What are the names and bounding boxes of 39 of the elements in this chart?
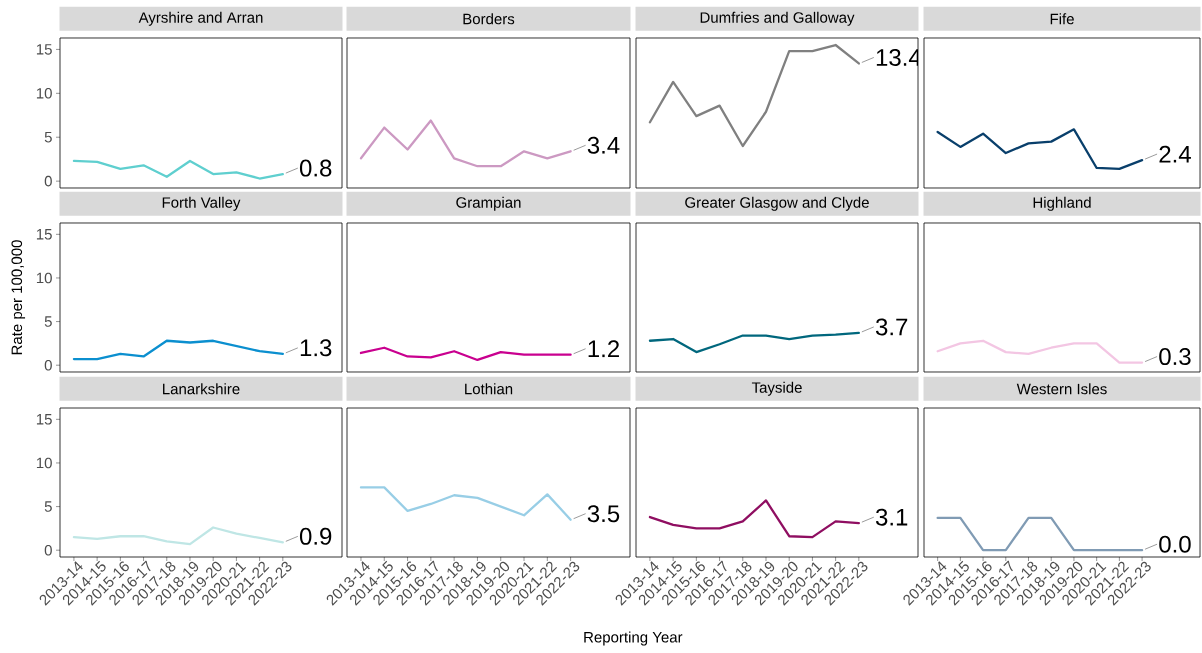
chart-title: Borders — [463, 13, 515, 25]
data-label: 3.1 — [875, 508, 908, 526]
chart-title: Western Isles — [1016, 383, 1107, 395]
y-tick-label: 15 — [36, 229, 52, 240]
data-label: 0.3 — [1159, 348, 1191, 366]
line-series — [72, 159, 284, 180]
data-label: 3.5 — [587, 505, 620, 523]
chart-title: Fife — [1050, 13, 1074, 25]
chart-title: Lothian — [465, 383, 513, 395]
chart-title: Ayrshire and Arran — [138, 11, 263, 26]
chart-title: Greater Glasgow and Clyde — [685, 196, 869, 211]
data-label: 1.2 — [588, 340, 619, 358]
y-tick-label: 15 — [36, 414, 52, 425]
data-label: 2.4 — [1159, 145, 1191, 163]
chart-title: Lanarkshire — [163, 383, 240, 395]
data-label: 3.7 — [875, 318, 908, 336]
chart-title: Highland — [1033, 196, 1091, 211]
chart-title: Forth Valley — [162, 196, 241, 211]
data-label: 1.3 — [300, 339, 332, 357]
y-tick-label: 10 — [36, 272, 52, 284]
y-tick-label: 0 — [44, 359, 52, 371]
y-tick-label: 0 — [44, 544, 52, 556]
y-tick-label: 15 — [36, 44, 52, 55]
y-tick-label: 5 — [44, 316, 52, 327]
data-label: 3.4 — [587, 136, 620, 154]
chart-title: Dumfries and Galloway — [700, 11, 855, 26]
chart-title: Grampian — [456, 196, 521, 211]
y-axis-title: Rate per 100,000 — [11, 240, 26, 355]
y-tick-label: 0 — [44, 175, 52, 187]
y-tick-label: 10 — [36, 457, 52, 469]
y-tick-label: 5 — [44, 132, 52, 143]
data-label: 0.0 — [1159, 535, 1191, 553]
data-label: 0.8 — [299, 159, 332, 177]
x-axis-title: Reporting Year — [584, 631, 683, 646]
y-tick-label: 10 — [36, 88, 52, 99]
data-label: 0.9 — [299, 527, 332, 545]
line-series — [72, 526, 284, 546]
y-tick-label: 5 — [44, 501, 52, 512]
chart-title: Tayside — [751, 381, 802, 396]
